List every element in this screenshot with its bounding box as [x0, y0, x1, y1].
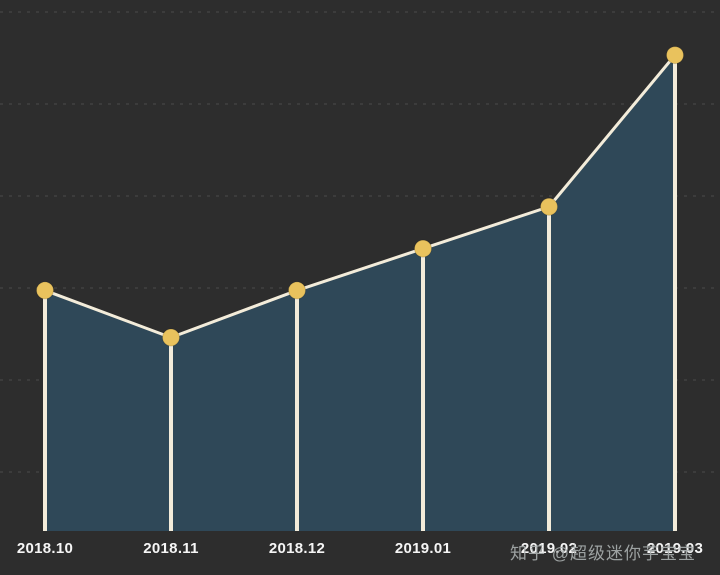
watermark: 知乎 @超级迷你芋宝宝 — [510, 544, 696, 563]
area-fill — [45, 55, 675, 531]
data-point-marker — [162, 328, 180, 347]
data-point-marker — [666, 46, 684, 65]
data-point-marker — [414, 239, 432, 258]
data-point-marker — [36, 281, 54, 300]
data-point-marker — [540, 197, 558, 216]
series-line — [43, 53, 677, 339]
data-point-marker — [288, 281, 306, 300]
